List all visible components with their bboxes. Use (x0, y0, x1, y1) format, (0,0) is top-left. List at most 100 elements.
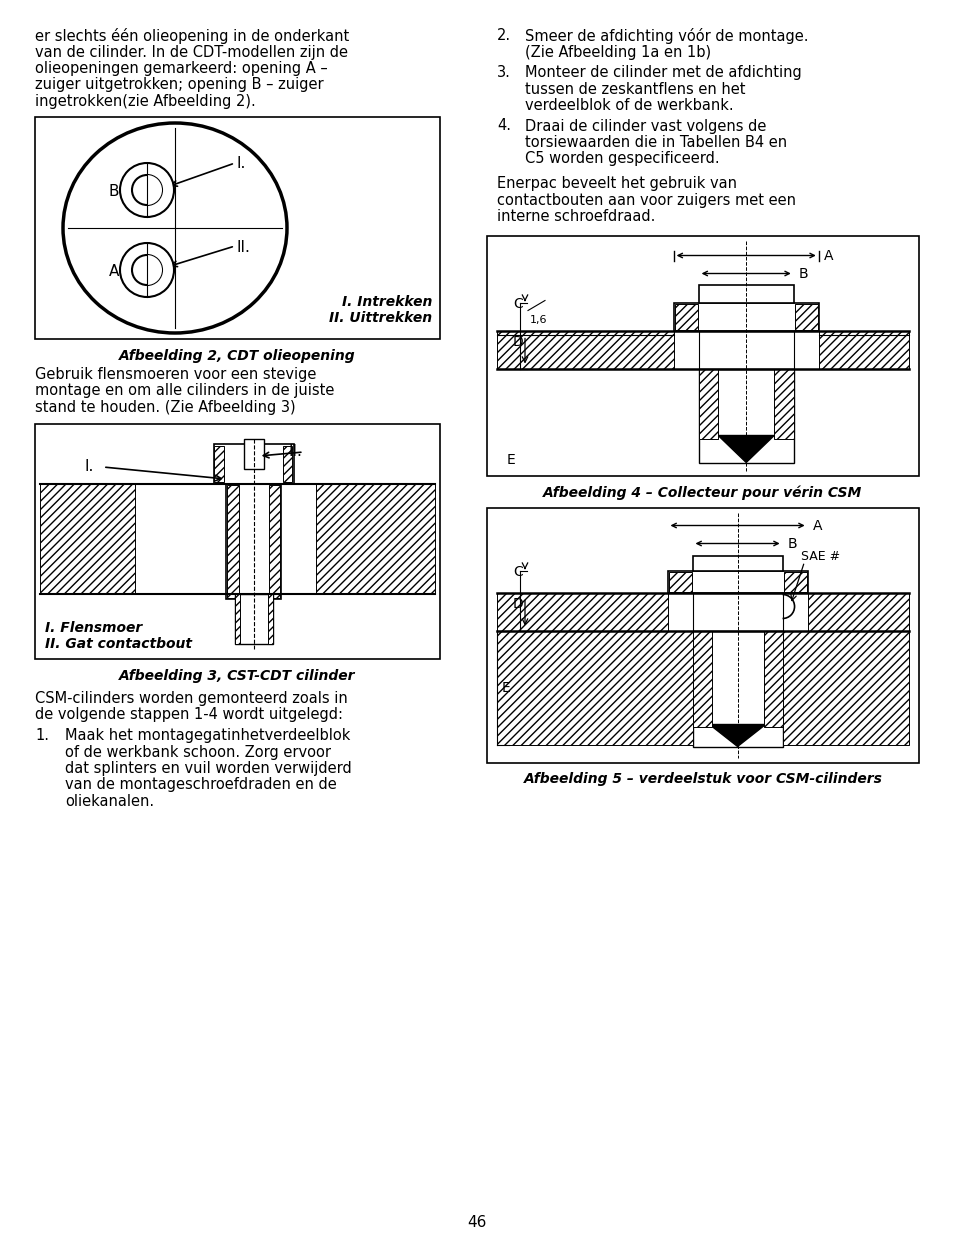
Text: E: E (501, 680, 510, 694)
Text: A: A (109, 264, 119, 279)
Text: D: D (513, 336, 523, 350)
Text: tussen de zeskantflens en het: tussen de zeskantflens en het (524, 82, 744, 96)
Text: de volgende stappen 1-4 wordt uitgelegd:: de volgende stappen 1-4 wordt uitgelegd: (35, 708, 343, 722)
Text: A: A (812, 520, 821, 534)
Bar (226, 484, 281, 599)
Bar (692, 556, 781, 571)
Text: ingetrokken(zie Afbeelding 2).: ingetrokken(zie Afbeelding 2). (35, 94, 255, 109)
Bar (762, 631, 781, 726)
Text: olieopeningen gemarkeerd: opening A –: olieopeningen gemarkeerd: opening A – (35, 61, 328, 77)
Bar (692, 631, 781, 746)
Text: B: B (787, 537, 797, 552)
Text: C: C (513, 298, 522, 311)
Text: of de werkbank schoon. Zorg ervoor: of de werkbank schoon. Zorg ervoor (65, 745, 331, 760)
Text: 1.: 1. (35, 727, 49, 743)
Bar (283, 446, 292, 482)
Bar (692, 631, 711, 726)
Text: I.: I. (236, 156, 246, 170)
Wedge shape (147, 243, 173, 296)
Bar (497, 331, 673, 368)
Text: 46: 46 (467, 1215, 486, 1230)
Text: er slechts één olieopening in de onderkant: er slechts één olieopening in de onderka… (35, 28, 349, 44)
Text: I.: I. (85, 459, 94, 474)
Text: Enerpac beveelt het gebruik van: Enerpac beveelt het gebruik van (497, 177, 737, 191)
Text: Smeer de afdichting vóór de montage.: Smeer de afdichting vóór de montage. (524, 28, 807, 44)
Text: interne schroefdraad.: interne schroefdraad. (497, 209, 655, 224)
Bar (774, 368, 793, 438)
Bar (213, 445, 294, 484)
Bar (782, 572, 805, 592)
Bar (243, 438, 263, 469)
Wedge shape (147, 175, 162, 205)
Text: II.: II. (236, 240, 251, 254)
Bar (213, 446, 224, 482)
Bar (35, 117, 439, 338)
Text: Monteer de cilinder met de afdichting: Monteer de cilinder met de afdichting (524, 65, 801, 80)
Text: 2.: 2. (497, 28, 511, 43)
Text: Gebruik flensmoeren voor een stevige: Gebruik flensmoeren voor een stevige (35, 367, 316, 382)
Ellipse shape (63, 124, 287, 333)
Text: Afbeelding 2, CDT olieopening: Afbeelding 2, CDT olieopening (119, 350, 355, 363)
Bar (674, 304, 697, 330)
Text: C5 worden gespecificeerd.: C5 worden gespecificeerd. (524, 152, 719, 167)
Bar (315, 484, 435, 594)
Text: stand te houden. (Zie Afbeelding 3): stand te houden. (Zie Afbeelding 3) (35, 400, 295, 415)
Circle shape (120, 163, 173, 217)
Text: D: D (513, 598, 523, 611)
Circle shape (132, 175, 162, 205)
Text: (Zie Afbeelding 1a en 1b): (Zie Afbeelding 1a en 1b) (524, 44, 710, 59)
Text: Afbeelding 4 – Collecteur pour vérin CSM: Afbeelding 4 – Collecteur pour vérin CSM (543, 485, 862, 500)
Bar (698, 284, 793, 303)
Text: Afbeelding 3, CST-CDT cilinder: Afbeelding 3, CST-CDT cilinder (119, 669, 355, 683)
Bar (818, 331, 908, 368)
Bar (781, 631, 908, 745)
Text: B: B (109, 184, 119, 200)
Text: II.: II. (289, 445, 302, 459)
Circle shape (132, 254, 162, 285)
Text: Afbeelding 5 – verdeelstuk voor CSM-cilinders: Afbeelding 5 – verdeelstuk voor CSM-cili… (523, 773, 882, 787)
Text: 3.: 3. (497, 65, 511, 80)
Bar (692, 593, 781, 631)
Text: torsiewaarden die in Tabellen B4 en: torsiewaarden die in Tabellen B4 en (524, 135, 786, 149)
Bar (673, 303, 818, 331)
Bar (698, 368, 718, 438)
Text: dat splinters en vuil worden verwijderd: dat splinters en vuil worden verwijderd (65, 761, 352, 776)
Bar (35, 424, 439, 659)
Text: Draai de cilinder vast volgens de: Draai de cilinder vast volgens de (524, 119, 765, 133)
Wedge shape (147, 254, 162, 285)
Text: oliekanalen.: oliekanalen. (65, 794, 154, 809)
Polygon shape (718, 436, 774, 462)
Text: A: A (822, 249, 832, 263)
Bar (486, 508, 918, 762)
Text: 4.: 4. (497, 119, 511, 133)
Text: SAE #: SAE # (800, 550, 839, 562)
Text: C: C (513, 566, 522, 579)
Bar (794, 304, 817, 330)
Wedge shape (147, 163, 173, 217)
Bar (698, 331, 793, 368)
Text: 1,6: 1,6 (530, 315, 547, 325)
Bar (227, 485, 238, 598)
Text: B: B (798, 268, 807, 282)
Text: I. Intrekken: I. Intrekken (341, 295, 432, 309)
Polygon shape (709, 725, 764, 746)
Bar (668, 572, 691, 592)
Text: Maak het montagegatinhetverdeelblok: Maak het montagegatinhetverdeelblok (65, 727, 350, 743)
Bar (497, 631, 692, 745)
Bar (667, 571, 806, 593)
Bar (40, 484, 135, 594)
Text: II. Gat contactbout: II. Gat contactbout (45, 637, 192, 651)
Bar (234, 594, 273, 643)
Bar (486, 236, 918, 475)
Text: I. Flensmoer: I. Flensmoer (45, 621, 142, 635)
Text: zuiger uitgetrokken; opening B – zuiger: zuiger uitgetrokken; opening B – zuiger (35, 78, 323, 93)
Text: CSM-cilinders worden gemonteerd zoals in: CSM-cilinders worden gemonteerd zoals in (35, 692, 348, 706)
Bar (698, 368, 793, 462)
Text: II. Uittrekken: II. Uittrekken (329, 311, 432, 325)
Text: contactbouten aan voor zuigers met een: contactbouten aan voor zuigers met een (497, 193, 795, 207)
Text: E: E (506, 452, 516, 467)
Bar (234, 594, 239, 643)
Text: verdeelblok of de werkbank.: verdeelblok of de werkbank. (524, 98, 733, 112)
Text: van de montageschroefdraden en de: van de montageschroefdraden en de (65, 778, 336, 793)
Bar (806, 593, 908, 631)
